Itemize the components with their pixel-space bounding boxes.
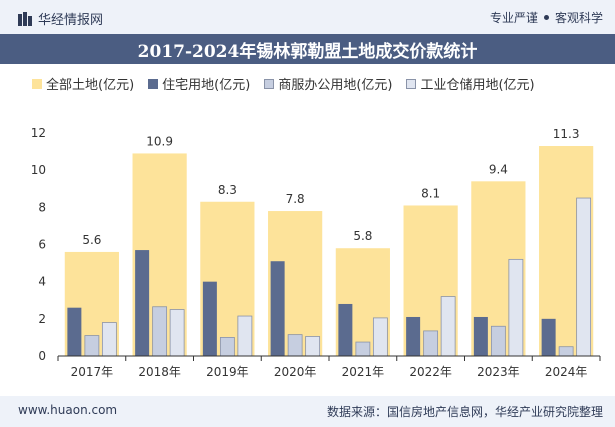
bar-residential	[406, 316, 421, 356]
y-tick-label: 10	[31, 163, 46, 177]
x-tick-label: 2018年	[138, 365, 181, 379]
data-label: 5.6	[82, 233, 101, 247]
bar-industrial	[101, 322, 117, 357]
bar-industrial	[440, 296, 456, 357]
title-bar: 2017-2024年锡林郭勒盟土地成交价款统计	[0, 34, 615, 64]
top-bar: 华经情报网 专业严谨 客观科学	[0, 0, 615, 34]
footer-bar: www.huaon.com 数据来源：国信房地产信息网，华经产业研究院整理	[0, 396, 615, 427]
data-label: 8.1	[421, 186, 440, 200]
bar-residential	[135, 250, 150, 356]
data-label: 9.4	[489, 162, 508, 176]
data-label: 8.3	[218, 183, 237, 197]
legend-label-commercial: 商服办公用地(亿元)	[278, 78, 393, 93]
x-tick-label: 2022年	[409, 365, 452, 379]
legend-swatch-total	[32, 78, 42, 89]
y-tick-label: 2	[38, 312, 46, 326]
y-tick-label: 6	[38, 238, 46, 252]
bar-industrial	[169, 309, 185, 357]
x-tick-label: 2019年	[206, 365, 249, 379]
bar-residential	[541, 318, 556, 356]
bar-commercial	[219, 337, 235, 357]
legend-item-commercial: 商服办公用地(亿元)	[264, 74, 392, 93]
brand-name: 华经情报网	[38, 13, 104, 28]
legend-item-total: 全部土地(亿元)	[32, 74, 134, 93]
x-tick-label: 2020年	[274, 365, 317, 379]
bar-commercial	[287, 334, 303, 357]
legend-item-industrial: 工业仓储用地(亿元)	[406, 74, 535, 93]
data-label: 7.8	[286, 192, 305, 206]
bar-commercial	[558, 346, 574, 357]
x-tick-label: 2021年	[342, 365, 385, 379]
bar-residential	[202, 281, 217, 356]
legend-swatch-industrial	[406, 78, 417, 89]
x-tick-label: 2017年	[71, 365, 114, 379]
legend-item-residential: 住宅用地(亿元)	[148, 74, 250, 93]
legend-label-residential: 住宅用地(亿元)	[162, 78, 251, 93]
tagline-left: 专业严谨	[489, 11, 538, 25]
bar-commercial	[152, 306, 168, 357]
bar-residential	[270, 261, 285, 356]
bar-residential	[67, 307, 82, 356]
x-tick-label: 2023年	[477, 365, 520, 379]
legend-label-total: 全部土地(亿元)	[46, 78, 135, 93]
y-tick-label: 8	[38, 200, 46, 214]
tagline-right: 客观科学	[554, 11, 603, 25]
data-label: 11.3	[553, 127, 580, 141]
data-label: 5.8	[353, 229, 372, 243]
bar-chart: 0 2 4 6 8 10 12 5.6 2017年 10.9 2018年 8.3 2019年 7.8 202…	[31, 126, 601, 379]
bar-commercial	[423, 330, 439, 357]
y-tick-label: 4	[38, 275, 46, 289]
bar-residential	[473, 316, 488, 356]
brand: 华经情报网	[18, 9, 103, 28]
data-label: 10.9	[146, 134, 173, 148]
bar-commercial	[84, 335, 100, 357]
y-tick-label: 12	[31, 126, 46, 140]
tagline: 专业严谨 客观科学	[490, 9, 603, 26]
bar-industrial	[508, 258, 524, 357]
footer-source: 数据来源：国信房地产信息网，华经产业研究院整理	[326, 405, 603, 419]
bar-commercial	[490, 325, 506, 357]
bullet-icon	[543, 15, 549, 20]
chart-title: 2017-2024年锡林郭勒盟土地成交价款统计	[137, 41, 478, 62]
bar-industrial	[237, 315, 253, 357]
legend-label-industrial: 工业仓储用地(亿元)	[420, 78, 535, 93]
legend-swatch-residential	[148, 78, 159, 89]
y-tick-label: 0	[38, 349, 46, 363]
bar-commercial	[355, 341, 371, 357]
huajing-logo-icon	[18, 11, 32, 26]
bar-industrial	[576, 197, 592, 357]
bar-industrial	[372, 317, 388, 357]
footer-site: www.huaon.com	[18, 403, 118, 417]
bar-residential	[338, 303, 353, 356]
legend-swatch-commercial	[264, 78, 275, 89]
x-tick-label: 2024年	[545, 365, 588, 379]
chart-legend: 全部土地(亿元) 住宅用地(亿元) 商服办公用地(亿元) 工业仓储用地(亿元)	[32, 74, 535, 93]
bar-industrial	[305, 336, 321, 357]
